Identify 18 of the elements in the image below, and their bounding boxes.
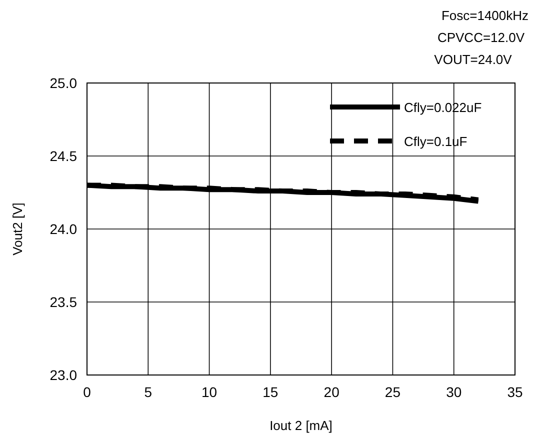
y-tick-label: 24.5: [50, 148, 78, 164]
x-tick-label: 5: [144, 384, 152, 400]
x-tick-label: 10: [201, 384, 218, 400]
x-tick-label: 15: [262, 384, 278, 400]
y-tick-label: 24.0: [50, 221, 78, 237]
x-tick-label: 35: [507, 384, 523, 400]
y-tick-label: 23.5: [50, 294, 78, 310]
y-axis-title: Vout2 [V]: [10, 202, 25, 256]
x-tick-label: 0: [83, 384, 92, 400]
text: Fosc=1400kHz: [441, 8, 529, 23]
text: VOUT=24.0V: [434, 52, 512, 67]
y-tick-label: 23.0: [50, 367, 78, 383]
y-tick-label: 25.0: [50, 75, 78, 91]
x-axis-title: Iout 2 [mA]: [270, 418, 332, 433]
x-tick-label: 30: [446, 384, 462, 400]
x-tick-label: 20: [324, 384, 340, 400]
text: CPVCC=12.0V: [437, 30, 525, 45]
x-tick-label: 25: [384, 384, 401, 400]
